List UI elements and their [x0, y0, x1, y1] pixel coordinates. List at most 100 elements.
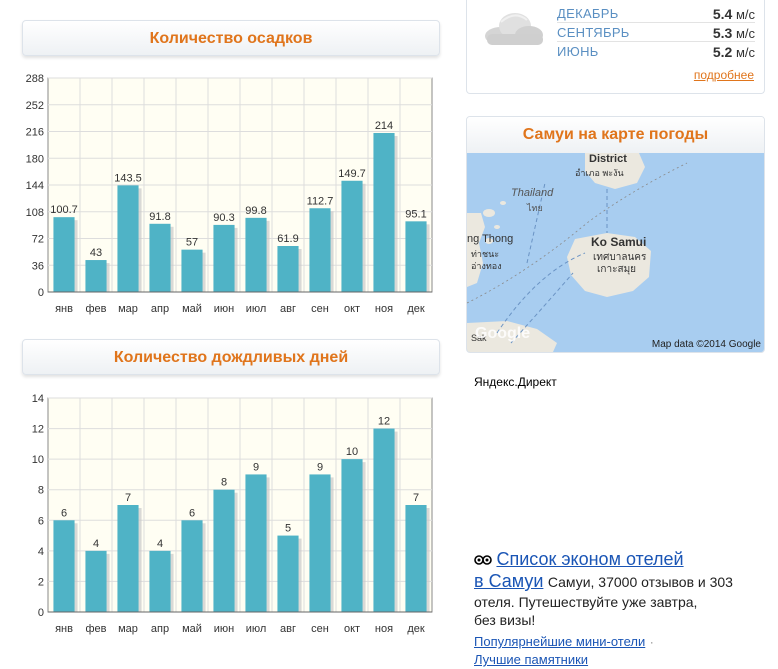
- map-terrain: [467, 153, 688, 352]
- bar: [85, 550, 107, 612]
- tripadvisor-icon: [474, 552, 492, 570]
- bar: [181, 520, 203, 612]
- x-tick-label: июн: [214, 623, 234, 635]
- map-label-thailand: Thailand: [511, 187, 554, 199]
- bar-value-label: 43: [90, 247, 102, 259]
- bar-value-label: 4: [157, 538, 163, 550]
- bar-value-label: 6: [61, 507, 67, 519]
- bar-value-label: 12: [378, 416, 390, 428]
- map-label-ko-samui-th1: เทศบาลนคร: [593, 252, 647, 263]
- bar-value-label: 10: [346, 446, 358, 458]
- yandex-direct-title: Яндекс.Директ: [474, 375, 557, 389]
- map-label-district: District: [589, 153, 627, 165]
- map-label-thailand-th: ไทย: [527, 203, 543, 213]
- weather-map-box: Самуи на карте погоды District อำเภอ: [466, 116, 765, 353]
- y-tick-label: 180: [26, 153, 44, 165]
- bar-value-label: 99.8: [245, 205, 266, 217]
- y-tick-label: 288: [26, 73, 44, 85]
- x-tick-label: сен: [311, 623, 329, 635]
- raindays-chart-header: Количество дождливых дней: [22, 339, 440, 375]
- y-tick-label: 8: [38, 485, 44, 497]
- bar-value-label: 9: [317, 461, 323, 473]
- wind-value: 5.3 м/с: [712, 25, 755, 41]
- bar: [309, 208, 331, 292]
- x-tick-label: фев: [85, 303, 106, 315]
- map-label-tha-thong-th2: อ่างทอง: [471, 261, 502, 271]
- x-tick-label: дек: [407, 623, 425, 635]
- x-tick-label: дек: [407, 303, 425, 315]
- bar-value-label: 57: [186, 237, 198, 249]
- wind-value: 5.2 м/с: [712, 44, 755, 60]
- x-tick-label: апр: [151, 623, 169, 635]
- wind-month: СЕНТЯБРЬ: [557, 25, 630, 40]
- bar-value-label: 149.7: [338, 168, 366, 180]
- bar: [53, 520, 75, 612]
- precip-chart-title: Количество осадков: [149, 30, 313, 47]
- bar-value-label: 61.9: [277, 233, 298, 245]
- bar: [245, 474, 267, 612]
- x-tick-label: ноя: [375, 303, 393, 315]
- wind-month: ДЕКАБРЬ: [557, 6, 619, 21]
- bar-value-label: 100.7: [50, 204, 78, 216]
- ad-sitelink-1[interactable]: Популярнейшие мини-отели: [474, 634, 646, 649]
- y-tick-label: 12: [32, 424, 44, 436]
- y-tick-label: 0: [38, 607, 44, 619]
- y-tick-label: 108: [26, 207, 44, 219]
- map-title: Самуи на карте погоды: [522, 126, 709, 143]
- x-tick-label: апр: [151, 303, 169, 315]
- y-tick-label: 10: [32, 454, 44, 466]
- bar-value-label: 9: [253, 461, 259, 473]
- x-tick-label: май: [182, 303, 202, 315]
- map-label-tha-thong-th1: ท่าชนะ: [471, 249, 500, 259]
- weather-map[interactable]: District อำเภอ พะงัน Thailand ไทย Ko Sam…: [467, 153, 764, 352]
- precip-chart-header: Количество осадков: [22, 20, 440, 56]
- bar: [277, 535, 299, 612]
- bar: [117, 505, 139, 612]
- ad-text-3: без визы!: [474, 612, 536, 628]
- x-tick-label: мар: [118, 623, 138, 635]
- ad-sitelink-separator: ·: [649, 635, 654, 649]
- x-tick-label: янв: [55, 623, 73, 635]
- bar: [341, 459, 363, 612]
- y-tick-label: 72: [32, 234, 44, 246]
- wind-row-september: СЕНТЯБРЬ 5.3 м/с: [557, 23, 755, 42]
- bar-value-label: 7: [125, 492, 131, 504]
- bar: [85, 260, 107, 292]
- y-tick-label: 2: [38, 576, 44, 588]
- bar-value-label: 112.7: [307, 195, 334, 207]
- bar-value-label: 4: [93, 538, 99, 550]
- bar-value-label: 7: [413, 492, 419, 504]
- bar-value-label: 6: [189, 507, 195, 519]
- raindays-chart-title: Количество дождливых дней: [113, 349, 349, 366]
- map-label-ko-samui-th2: เกาะสมุย: [597, 264, 637, 275]
- bar: [213, 224, 235, 292]
- raindays-chart: 0 2 4 6 8 10 12 14 6 янв 4 фев 7 мар 4 апр 6 май 8 июн 9 июл 5…: [32, 393, 433, 635]
- y-tick-label: 36: [32, 260, 44, 272]
- wind-row-december: ДЕКАБРЬ 5.4 м/с: [557, 4, 755, 23]
- map-attribution: Map data ©2014 Google: [651, 339, 761, 350]
- ad-title[interactable]: Список эконом отелей: [474, 548, 764, 570]
- bar: [245, 217, 267, 292]
- y-tick-label: 4: [38, 546, 44, 558]
- y-tick-label: 252: [26, 100, 44, 112]
- ad-title-line2[interactable]: в Самуи: [474, 571, 544, 591]
- ad-sitelink-2[interactable]: Лучшие памятники: [474, 652, 589, 667]
- cloud-icon: [485, 13, 543, 45]
- x-tick-label: авг: [280, 623, 296, 635]
- wind-row-june: ИЮНЬ 5.2 м/с: [557, 42, 755, 61]
- wind-value: 5.4 м/с: [712, 6, 755, 22]
- y-tick-label: 0: [38, 287, 44, 299]
- ad-text-1: Самуи, 37000 отзывов и 303: [547, 574, 733, 590]
- bar-value-label: 214: [375, 120, 393, 132]
- x-tick-label: фев: [85, 623, 106, 635]
- more-wind-link[interactable]: подробнее: [693, 68, 754, 82]
- x-tick-label: июл: [246, 623, 267, 635]
- y-tick-label: 144: [26, 180, 44, 192]
- bar: [405, 505, 427, 612]
- x-tick-label: ноя: [375, 623, 393, 635]
- map-label-district-th: อำเภอ พะงัน: [575, 168, 624, 178]
- ad-title-line1[interactable]: Список эконом отелей: [496, 549, 684, 569]
- map-label-tha-thong: ng Thong: [467, 233, 514, 245]
- bar: [149, 550, 171, 612]
- bar: [181, 249, 203, 292]
